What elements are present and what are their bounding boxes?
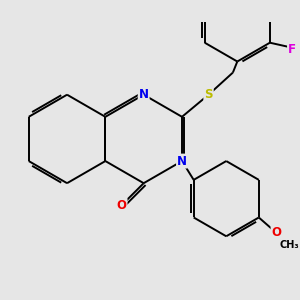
- Text: O: O: [272, 226, 281, 239]
- Text: F: F: [288, 43, 296, 56]
- Text: O: O: [117, 199, 127, 212]
- Text: N: N: [139, 88, 149, 101]
- Text: N: N: [177, 154, 187, 168]
- Text: CH₃: CH₃: [280, 240, 300, 250]
- Text: S: S: [204, 88, 213, 101]
